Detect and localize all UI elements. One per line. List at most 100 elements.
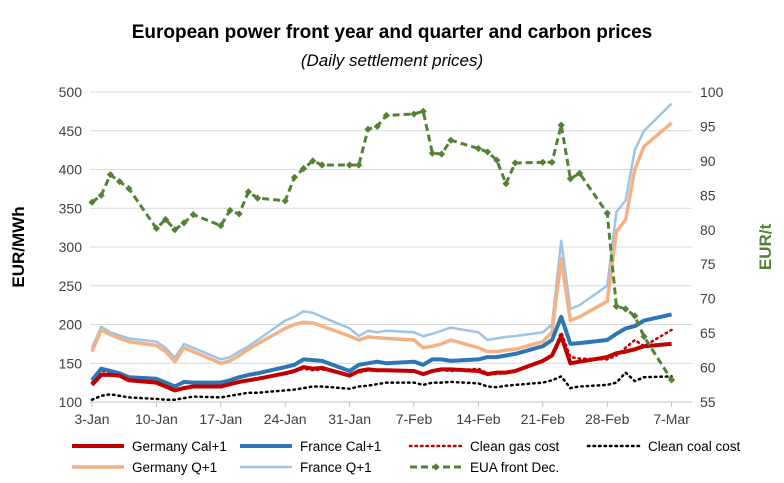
data-point <box>631 312 639 320</box>
legend-label: Germany Q+1 <box>132 460 217 475</box>
data-point <box>346 161 354 169</box>
series-france-cal-1 <box>90 312 673 389</box>
data-point <box>290 173 298 182</box>
data-point <box>566 175 574 183</box>
data-point <box>364 125 372 133</box>
series-line <box>91 109 673 381</box>
data-point <box>640 332 648 341</box>
data-point <box>171 226 179 234</box>
y2-axis-title: EUR/t <box>756 224 775 271</box>
data-point <box>152 224 160 232</box>
data-point <box>548 158 556 166</box>
data-point <box>217 222 225 230</box>
x-tick-label: 3-Jan <box>74 411 109 427</box>
data-point <box>502 180 510 188</box>
y-tick-label: 300 <box>59 239 83 255</box>
x-tick-label: 31-Jan <box>328 411 371 427</box>
series-line <box>90 102 673 361</box>
x-tick-label: 10-Jan <box>135 411 178 427</box>
data-point <box>309 157 317 165</box>
legend-item-germany-q-1: Germany Q+1 <box>72 460 217 475</box>
legend-item-germany-cal-1: Germany Cal+1 <box>72 439 227 454</box>
x-tick-label: 24-Jan <box>264 411 307 427</box>
data-point <box>474 144 482 153</box>
data-point <box>226 206 234 215</box>
x-tick-label: 17-Jan <box>199 411 242 427</box>
legend-label: Germany Cal+1 <box>132 439 227 454</box>
y2-tick-label: 55 <box>700 394 716 410</box>
series-france-q-1 <box>90 102 673 361</box>
x-tick-label: 14-Feb <box>456 411 501 427</box>
legend-label: Clean coal cost <box>648 439 741 454</box>
y2-tick-label: 85 <box>700 187 716 203</box>
data-point <box>254 194 262 202</box>
data-point <box>300 164 308 173</box>
data-point <box>88 198 96 206</box>
y2-tick-label: 65 <box>700 325 716 341</box>
series-germany-cal-1 <box>90 334 672 393</box>
legend-label: EUA front Dec. <box>470 460 559 475</box>
chart-subtitle: (Daily settlement prices) <box>301 51 483 70</box>
data-point <box>576 169 584 177</box>
y-tick-label: 400 <box>59 162 83 178</box>
data-point <box>447 136 455 144</box>
data-point <box>116 177 124 186</box>
y2-tick-label: 70 <box>700 291 716 307</box>
data-point <box>438 150 446 158</box>
data-point <box>281 197 289 205</box>
x-tick-label: 7-Mar <box>653 411 690 427</box>
data-point <box>557 121 565 129</box>
y2-tick-label: 60 <box>700 360 716 376</box>
legend-item-eua-front-dec: EUA front Dec. <box>410 460 559 475</box>
data-point <box>410 110 418 118</box>
chart-title: European power front year and quarter an… <box>132 22 653 43</box>
data-point <box>668 376 676 384</box>
data-point <box>539 158 547 166</box>
data-point <box>355 161 363 169</box>
y-tick-label: 200 <box>59 317 83 333</box>
y2-tick-label: 100 <box>700 84 724 100</box>
y-tick-label: 100 <box>59 394 83 410</box>
data-point <box>511 159 519 167</box>
data-point <box>106 171 114 179</box>
data-point <box>419 107 427 115</box>
data-point <box>622 305 630 313</box>
legend-marker <box>432 463 440 471</box>
x-tick-label: 21-Feb <box>521 411 566 427</box>
series-line <box>90 371 673 401</box>
y-axis-title: EUR/MWh <box>9 206 28 287</box>
data-point <box>612 302 620 310</box>
series-lines <box>88 102 676 401</box>
y2-tick-label: 90 <box>700 153 716 169</box>
data-point <box>162 215 170 224</box>
series-line <box>90 121 673 366</box>
axes: 100 150 200 250 300 350 400 450 500 55 60 65 70 75 80 8… <box>59 84 724 427</box>
legend-item-clean-gas-cost: Clean gas cost <box>408 439 560 454</box>
data-point <box>428 149 436 157</box>
y-tick-label: 450 <box>59 123 83 139</box>
series-line <box>90 312 673 389</box>
data-point <box>189 211 197 219</box>
y2-tick-label: 95 <box>700 118 716 134</box>
y2-tick-label: 80 <box>700 222 716 238</box>
series-line <box>90 334 672 393</box>
data-point <box>484 148 492 156</box>
legend-label: France Q+1 <box>300 460 372 475</box>
data-point <box>382 111 390 120</box>
series-clean-coal-cost <box>90 371 673 401</box>
legend-label: France Cal+1 <box>300 439 381 454</box>
series-eua-front-dec <box>88 107 676 384</box>
y-tick-label: 250 <box>59 278 83 294</box>
y-tick-label: 150 <box>59 355 83 371</box>
data-point <box>493 156 501 164</box>
y-tick-label: 350 <box>59 200 83 216</box>
x-tick-label: 7-Feb <box>396 411 433 427</box>
legend-item-france-cal-1: France Cal+1 <box>240 439 381 454</box>
gridlines <box>90 91 692 364</box>
data-point <box>180 219 188 227</box>
series-germany-q-1 <box>90 121 673 366</box>
data-point <box>318 161 326 169</box>
data-point <box>235 210 243 218</box>
